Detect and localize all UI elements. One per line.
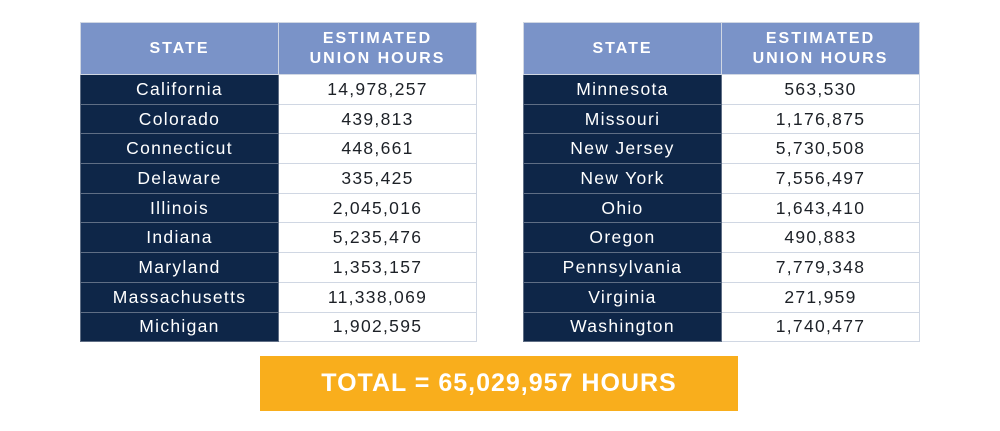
union-hours-cell: 11,338,069 — [278, 281, 477, 313]
table-body-right: Minnesota 563,530 Missouri 1,176,875 New Jer… — [523, 74, 920, 343]
table-header-row: STATE ESTIMATED UNION HOURS — [80, 22, 477, 75]
table-row: Delaware 335,425 — [80, 163, 477, 194]
table-row: Connecticut 448,661 — [80, 133, 477, 165]
union-hours-cell: 1,176,875 — [721, 103, 920, 135]
state-name-cell: New Jersey — [523, 133, 722, 165]
table-row: Ohio 1,643,410 — [523, 192, 920, 224]
table-row: Michigan 1,902,595 — [80, 311, 477, 343]
state-name-cell: Indiana — [80, 222, 279, 254]
state-name-cell: Maryland — [80, 252, 279, 283]
union-hours-cell: 439,813 — [278, 103, 477, 135]
table-row: Indiana 5,235,476 — [80, 222, 477, 254]
union-hours-cell: 448,661 — [278, 133, 477, 165]
table-row: Pennsylvania 7,779,348 — [523, 252, 920, 283]
state-name-cell: Washington — [523, 311, 722, 343]
state-name-cell: Massachusetts — [80, 281, 279, 313]
state-name-cell: Missouri — [523, 103, 722, 135]
union-hours-cell: 1,740,477 — [721, 311, 920, 343]
state-name-cell: Oregon — [523, 222, 722, 254]
state-name-cell: Pennsylvania — [523, 252, 722, 283]
table-row: New Jersey 5,730,508 — [523, 133, 920, 165]
table-header-row: STATE ESTIMATED UNION HOURS — [523, 22, 920, 75]
union-hours-cell: 563,530 — [721, 74, 920, 105]
state-name-cell: Illinois — [80, 192, 279, 224]
union-hours-cell: 271,959 — [721, 281, 920, 313]
state-name-cell: Ohio — [523, 192, 722, 224]
union-hours-cell: 2,045,016 — [278, 192, 477, 224]
union-hours-table-left: STATE ESTIMATED UNION HOURS California 14,… — [80, 22, 477, 343]
state-name-cell: New York — [523, 163, 722, 194]
union-hours-cell: 5,730,508 — [721, 133, 920, 165]
table-row: Washington 1,740,477 — [523, 311, 920, 343]
state-name-cell: Minnesota — [523, 74, 722, 105]
union-hours-cell: 14,978,257 — [278, 74, 477, 105]
union-hours-cell: 335,425 — [278, 163, 477, 194]
state-name-cell: Connecticut — [80, 133, 279, 165]
state-name-cell: Michigan — [80, 311, 279, 343]
state-name-cell: Virginia — [523, 281, 722, 313]
table-row: Minnesota 563,530 — [523, 74, 920, 105]
state-name-cell: Delaware — [80, 163, 279, 194]
table-row: Maryland 1,353,157 — [80, 252, 477, 283]
union-hours-cell: 7,556,497 — [721, 163, 920, 194]
state-name-cell: Colorado — [80, 103, 279, 135]
union-hours-cell: 1,902,595 — [278, 311, 477, 343]
union-hours-table-right: STATE ESTIMATED UNION HOURS Minnesota 563,… — [523, 22, 920, 343]
table-row: Oregon 490,883 — [523, 222, 920, 254]
hours-header-line1: ESTIMATED — [765, 29, 876, 47]
hours-column-header: ESTIMATED UNION HOURS — [721, 22, 920, 75]
hours-column-header: ESTIMATED UNION HOURS — [278, 22, 477, 75]
state-name-cell: California — [80, 74, 279, 105]
table-row: California 14,978,257 — [80, 74, 477, 105]
table-row: Massachusetts 11,338,069 — [80, 281, 477, 313]
state-column-header: STATE — [80, 22, 279, 75]
table-row: New York 7,556,497 — [523, 163, 920, 194]
hours-header-line1: ESTIMATED — [322, 29, 433, 47]
hours-header-line2: UNION HOURS — [309, 49, 446, 67]
hours-header-line2: UNION HOURS — [752, 49, 889, 67]
table-row: Virginia 271,959 — [523, 281, 920, 313]
total-hours-banner: TOTAL = 65,029,957 HOURS — [260, 356, 738, 411]
union-hours-cell: 5,235,476 — [278, 222, 477, 254]
union-hours-cell: 490,883 — [721, 222, 920, 254]
table-row: Missouri 1,176,875 — [523, 103, 920, 135]
union-hours-cell: 1,643,410 — [721, 192, 920, 224]
table-row: Illinois 2,045,016 — [80, 192, 477, 224]
table-body-left: California 14,978,257 Colorado 439,813 Conne… — [80, 74, 477, 343]
union-hours-cell: 7,779,348 — [721, 252, 920, 283]
union-hours-cell: 1,353,157 — [278, 252, 477, 283]
state-column-header: STATE — [523, 22, 722, 75]
table-row: Colorado 439,813 — [80, 103, 477, 135]
